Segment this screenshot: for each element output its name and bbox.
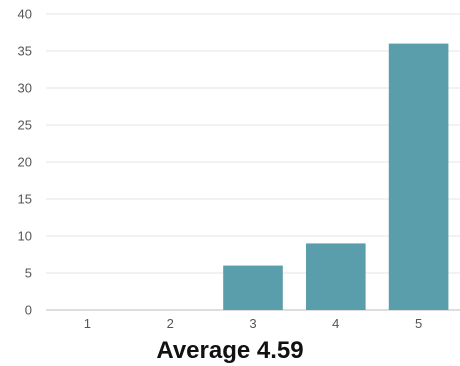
x-tick-label: 5 — [415, 316, 422, 331]
y-tick-label: 15 — [18, 192, 32, 207]
x-axis-ticks: 1 2 3 4 5 — [84, 316, 422, 331]
y-tick-label: 35 — [18, 44, 32, 59]
x-tick-label: 4 — [332, 316, 339, 331]
x-tick-label: 3 — [249, 316, 256, 331]
x-tick-label: 1 — [84, 316, 91, 331]
bar-4 — [305, 243, 366, 310]
y-tick-label: 40 — [18, 7, 32, 22]
y-tick-label: 30 — [18, 81, 32, 96]
y-tick-label: 20 — [18, 155, 32, 170]
x-tick-label: 2 — [167, 316, 174, 331]
y-tick-label: 10 — [18, 229, 32, 244]
gridlines — [46, 13, 460, 311]
bar-5 — [388, 43, 449, 310]
bars — [223, 43, 449, 310]
bar-3 — [223, 265, 283, 310]
y-tick-label: 0 — [25, 303, 32, 318]
y-tick-label: 5 — [25, 266, 32, 281]
bar-chart: 0 5 10 15 20 25 30 35 40 1 2 3 4 5 — [18, 7, 460, 331]
y-tick-label: 25 — [18, 118, 32, 133]
average-caption: Average 4.59 — [156, 337, 304, 364]
y-axis-ticks: 0 5 10 15 20 25 30 35 40 — [18, 7, 32, 318]
